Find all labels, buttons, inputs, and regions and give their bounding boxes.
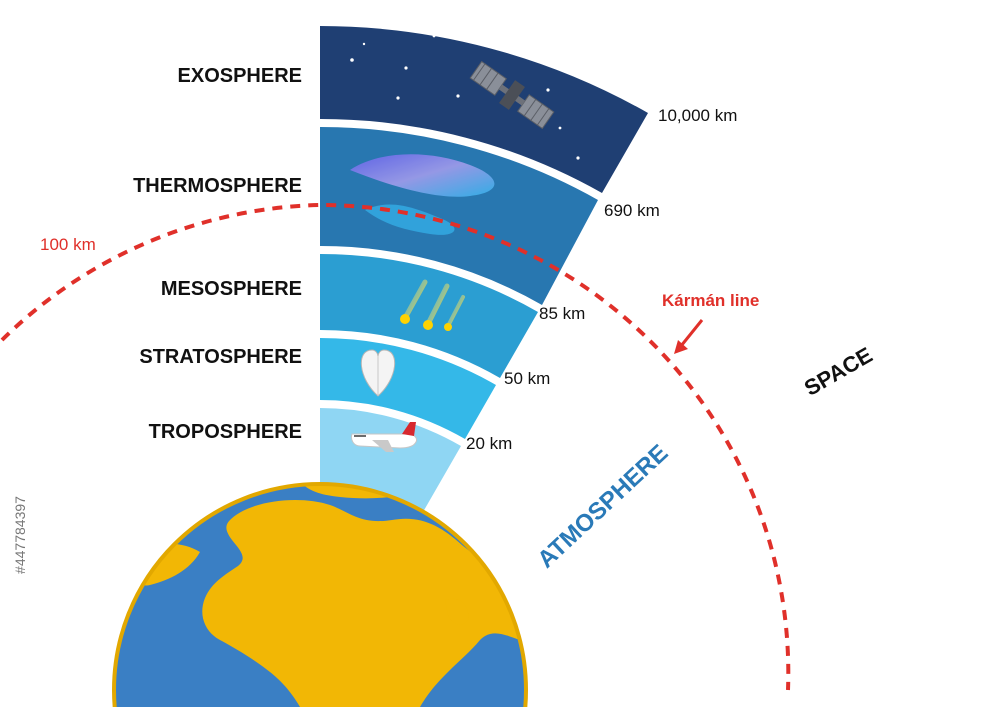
atmosphere-label: ATMOSPHERE: [532, 439, 673, 573]
karman-line: [0, 202, 791, 691]
layer-label-thermosphere: THERMOSPHERE: [133, 175, 302, 197]
space-label: SPACE: [800, 342, 877, 401]
stars: [350, 34, 580, 160]
layer-label-troposphere: TROPOSPHERE: [149, 421, 302, 443]
altitude-label-troposphere: 20 km: [466, 434, 512, 453]
layer-label-stratosphere: STRATOSPHERE: [139, 346, 302, 368]
mesosphere-band: [320, 253, 538, 378]
karman-arrow: [674, 319, 704, 354]
satellite-icon: [469, 60, 555, 130]
altitude-label-mesosphere: 85 km: [539, 304, 585, 323]
altitude-label-thermosphere: 690 km: [604, 201, 660, 220]
exosphere-band: [320, 26, 648, 193]
earth-globe: [112, 482, 528, 707]
layer-label-exosphere: EXOSPHERE: [178, 65, 302, 87]
karman-altitude-label: 100 km: [40, 235, 96, 254]
weather-balloon-icon: [360, 349, 396, 397]
altitude-label-exosphere: 10,000 km: [658, 106, 737, 125]
stock-id: #447784397: [12, 496, 28, 574]
meteor-icon: [400, 279, 465, 331]
altitude-label-stratosphere: 50 km: [504, 369, 550, 388]
karman-line-label: Kármán line: [662, 291, 759, 310]
aurora-icon: [350, 154, 495, 235]
layer-label-mesosphere: MESOSPHERE: [161, 278, 302, 300]
airplane-icon: [351, 422, 417, 452]
